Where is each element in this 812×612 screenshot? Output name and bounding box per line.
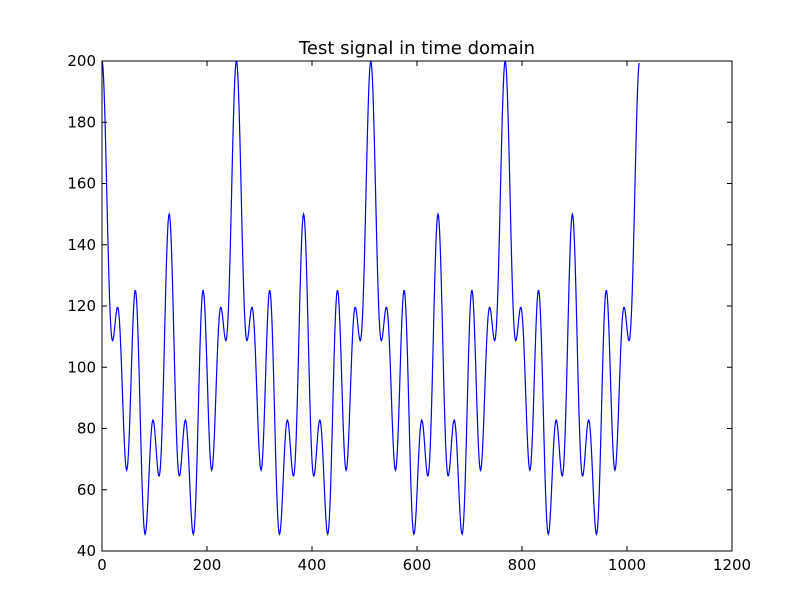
x-tick-label: 400 [298, 556, 327, 574]
y-tick-label: 180 [67, 113, 96, 131]
x-tick-label: 200 [193, 556, 222, 574]
y-tick-label: 120 [67, 297, 96, 315]
x-tick-label: 1000 [608, 556, 646, 574]
y-tick-label: 140 [67, 236, 96, 254]
y-tick-label: 100 [67, 358, 96, 376]
x-tick-label: 600 [403, 556, 432, 574]
y-tick-label: 40 [77, 542, 96, 560]
plot-frame [101, 60, 733, 552]
x-tick-label: 0 [97, 556, 107, 574]
chart-title: Test signal in time domain [298, 38, 535, 59]
x-tick-label: 1200 [713, 556, 751, 574]
y-tick-label: 200 [67, 52, 96, 70]
y-tick-label: 80 [77, 420, 96, 438]
plot-area [102, 61, 732, 551]
series-line-0 [102, 61, 640, 536]
x-tick-label: 800 [508, 556, 537, 574]
y-tick-label: 160 [67, 175, 96, 193]
y-tick-label: 60 [77, 481, 96, 499]
